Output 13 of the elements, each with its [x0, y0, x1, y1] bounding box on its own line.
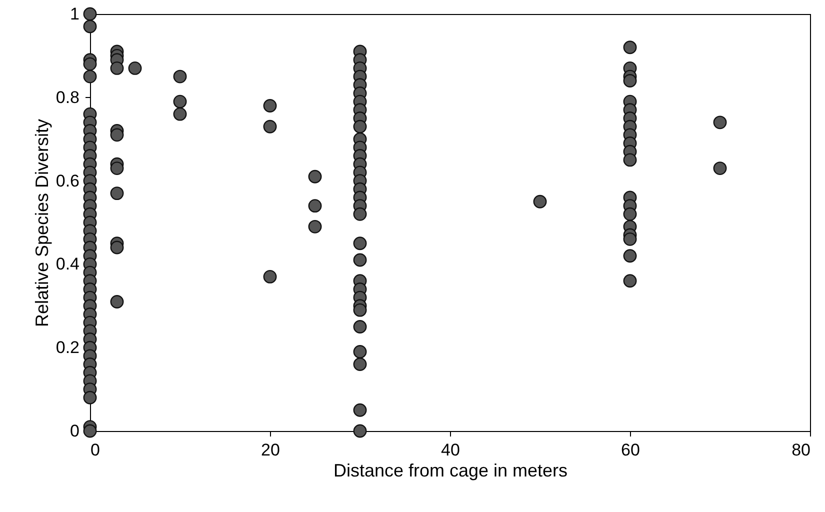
x-tick-label: 0	[90, 440, 100, 460]
x-tick-label: 40	[441, 440, 460, 460]
x-tick-label: 60	[621, 440, 640, 460]
y-tick-label: 0.2	[56, 338, 80, 358]
x-tick-label: 80	[792, 440, 810, 460]
y-tick-label: 0.6	[56, 171, 80, 190]
x-axis-title: Distance from cage in meters	[333, 460, 568, 480]
y-axis-title: Relative Species Diversity	[32, 118, 52, 328]
y-tick-label: 0	[70, 422, 80, 440]
y-tick-label: 0.4	[56, 254, 80, 274]
y-tick-label: 1	[70, 4, 80, 24]
x-tick-label: 20	[261, 440, 280, 460]
y-tick-label: 0.8	[56, 88, 80, 107]
